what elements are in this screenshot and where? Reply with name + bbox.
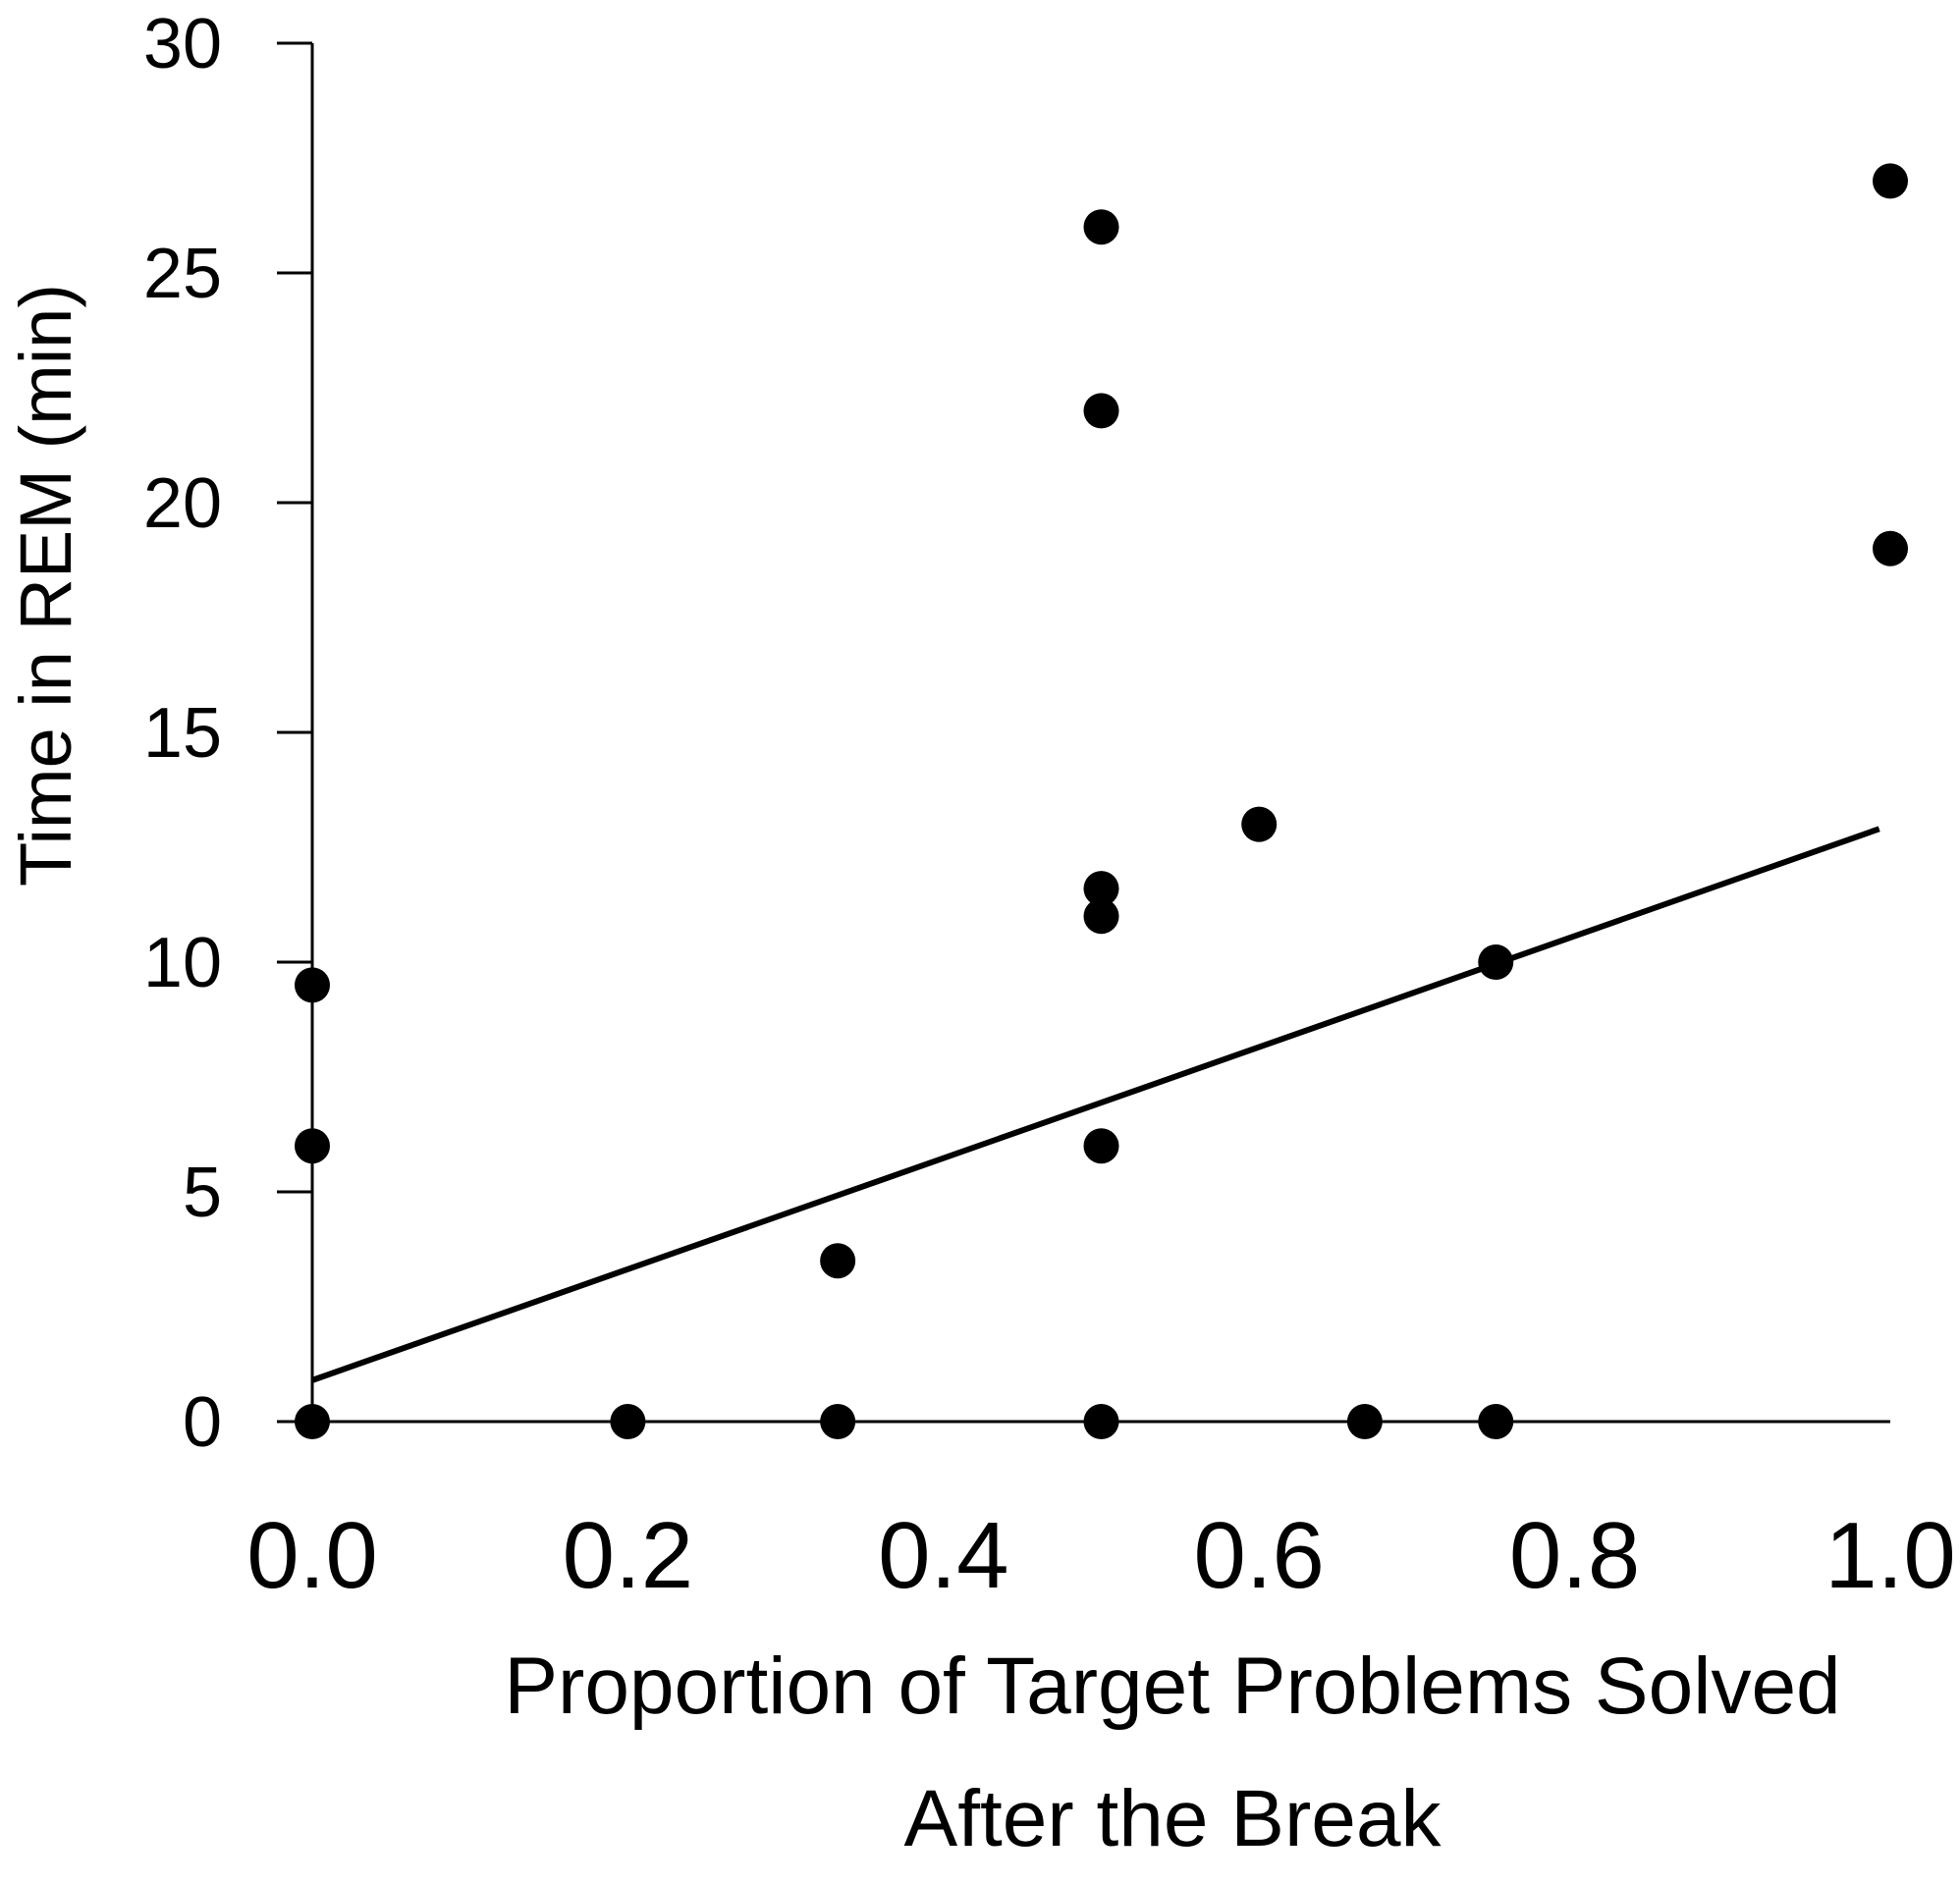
data-point <box>295 967 330 1003</box>
y-tick-label: 15 <box>143 694 222 773</box>
data-point <box>1478 944 1514 980</box>
x-ticks: 0.0 0.2 0.4 0.6 0.8 1.0 <box>246 1503 1955 1608</box>
x-tick-label: 0.6 <box>1193 1503 1324 1608</box>
data-point <box>1346 1404 1383 1439</box>
x-tick-label: 0.0 <box>246 1503 377 1608</box>
data-point <box>295 1404 330 1439</box>
data-point <box>295 1128 330 1164</box>
data-point <box>1873 163 1908 199</box>
data-point <box>1478 1404 1514 1439</box>
x-tick-label: 0.4 <box>878 1503 1008 1608</box>
data-point <box>1241 806 1278 842</box>
x-tick-label: 0.8 <box>1509 1503 1640 1608</box>
y-axis-title: Time in REM (min) <box>5 284 86 887</box>
data-point <box>1083 1128 1119 1164</box>
trendline-group <box>311 826 1880 1383</box>
axes <box>310 43 1890 1424</box>
y-tick-label: 20 <box>143 464 222 543</box>
x-axis-title-line-1: Proportion of Target Problems Solved <box>504 1642 1840 1731</box>
data-point <box>1083 898 1119 935</box>
x-axis-title-line-2: After the Break <box>904 1774 1443 1863</box>
data-point <box>1083 1404 1119 1439</box>
y-tick-label: 25 <box>143 235 222 313</box>
data-point <box>1083 209 1119 245</box>
data-points <box>295 163 1908 1439</box>
y-tick-label: 0 <box>183 1383 222 1462</box>
data-point <box>820 1404 856 1439</box>
y-tick-label: 5 <box>183 1154 222 1232</box>
data-point <box>1083 393 1119 429</box>
data-point <box>610 1404 646 1439</box>
data-point <box>820 1243 856 1279</box>
x-tick-label: 0.2 <box>563 1503 693 1608</box>
data-point <box>1083 871 1119 907</box>
y-tick-label: 10 <box>143 924 222 1002</box>
trendline <box>311 826 1880 1383</box>
y-tick-label: 30 <box>143 5 222 83</box>
x-tick-label: 1.0 <box>1824 1503 1955 1608</box>
data-point <box>1873 530 1908 566</box>
y-ticks: 0 5 10 15 20 25 30 <box>143 5 312 1462</box>
